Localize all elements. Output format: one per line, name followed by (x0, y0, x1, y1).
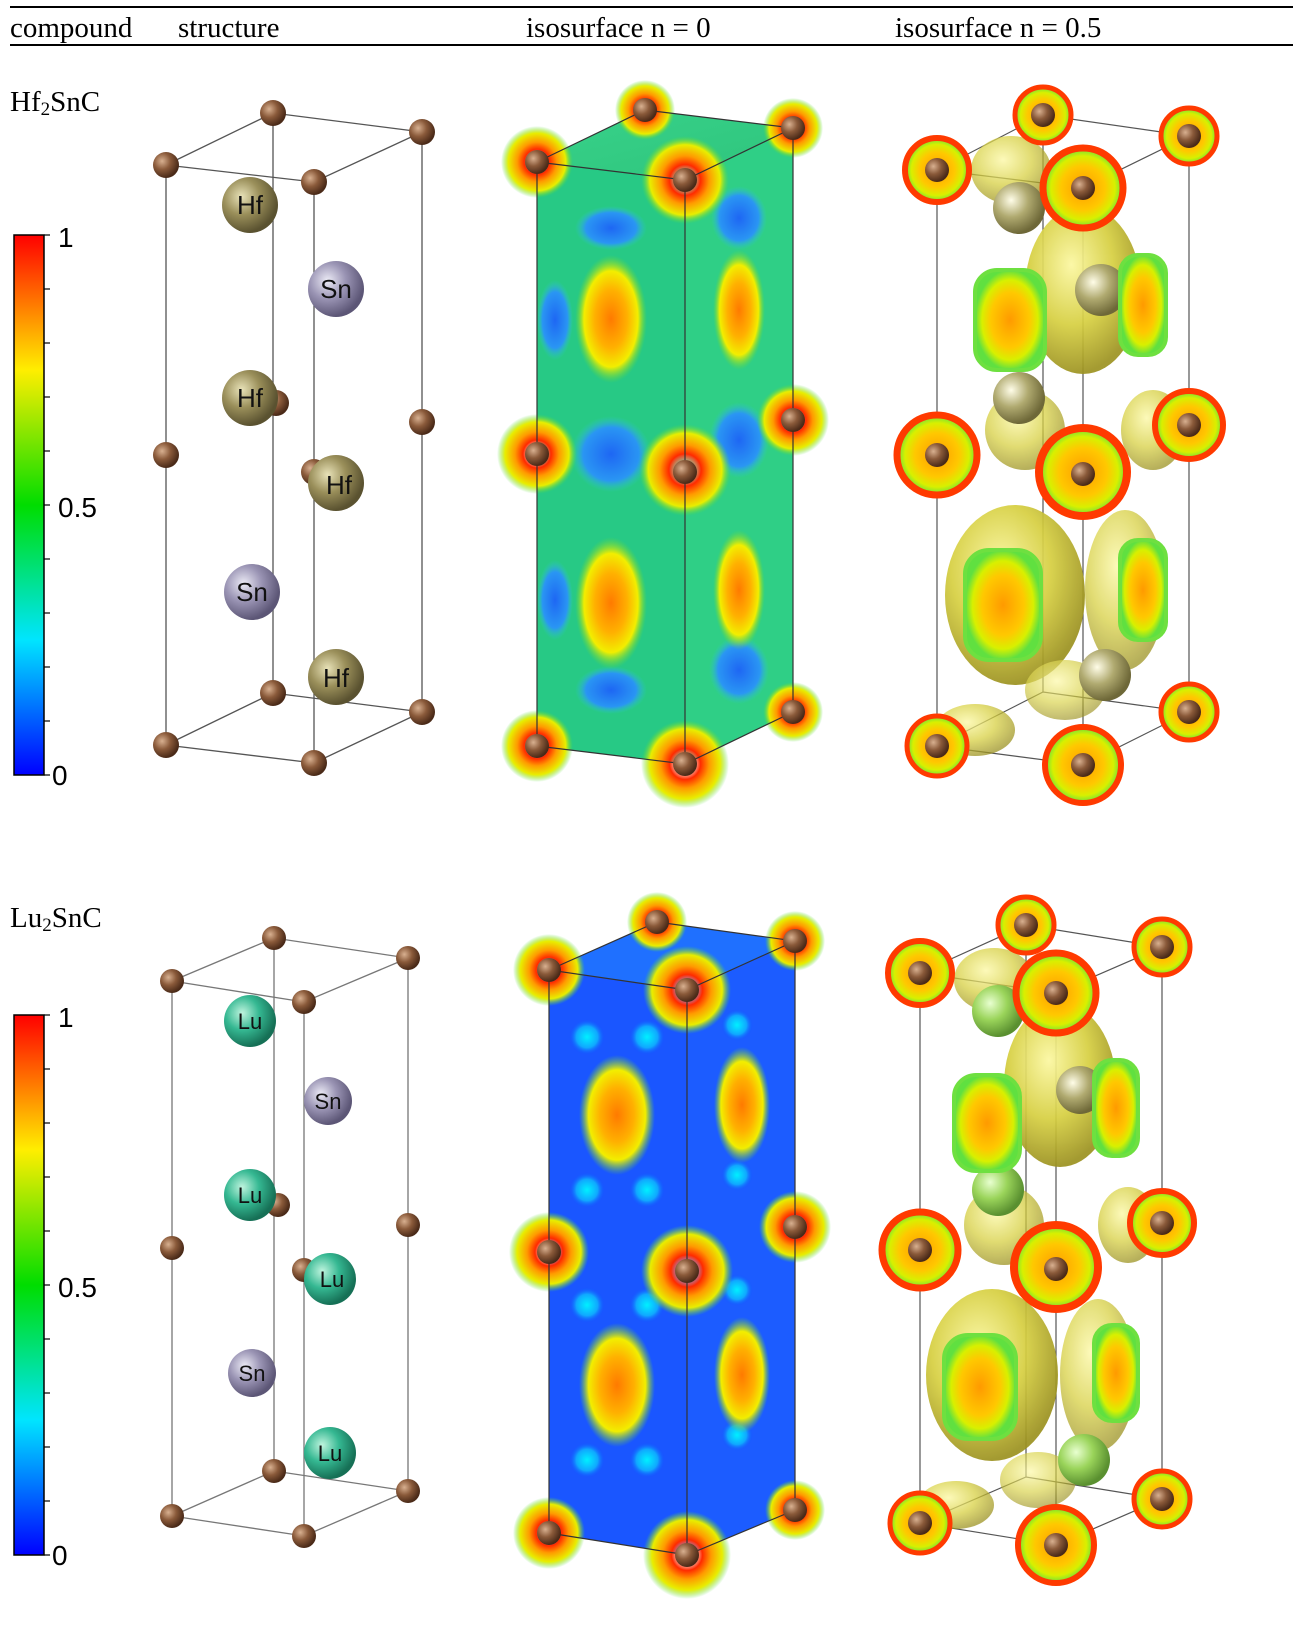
metal-atom: Lu (304, 1253, 356, 1305)
svg-text:Lu: Lu (238, 1009, 262, 1034)
cut-caps (893, 84, 1226, 806)
svg-text:Lu: Lu (320, 1267, 344, 1292)
carbon-atoms (153, 100, 435, 776)
elf-slice-n0-row-2 (509, 892, 831, 1599)
svg-text:Sn: Sn (236, 577, 268, 607)
elf-slice-n0-row-1 (497, 80, 829, 808)
inner-spheres (993, 182, 1131, 701)
hot-regions (579, 1047, 770, 1447)
carbon-atoms (525, 98, 805, 776)
colorbar-tick-label-0: 0 (52, 760, 68, 791)
svg-text:Hf: Hf (237, 190, 264, 220)
header-structure: structure (178, 12, 280, 44)
crystal-structure-row-1: Hf Sn Hf Hf Sn Hf (153, 100, 435, 776)
hot-regions (575, 250, 765, 669)
elf-isosurface-n05-row-2 (878, 894, 1197, 1586)
svg-text:Hf: Hf (237, 383, 264, 413)
svg-text:Sn: Sn (320, 274, 352, 304)
metal-atom: Lu (224, 995, 276, 1047)
metal-atom: Lu (304, 1427, 356, 1479)
sn-atom: Sn (308, 261, 364, 317)
metal-atom: Hf (308, 649, 364, 705)
colorbar-tick-label-1: 1 (58, 1002, 74, 1033)
colorbar-tick-label-0: 0 (52, 1540, 68, 1571)
colorbar-tick-label-05: 0.5 (58, 492, 97, 523)
metal-atom: Hf (308, 455, 364, 511)
cold-spots (569, 1009, 753, 1478)
svg-text:Lu: Lu (318, 1441, 342, 1466)
carbon-atoms (925, 103, 1201, 777)
crystal-structure-row-2: Lu Sn Lu Lu Sn Lu (160, 926, 420, 1548)
metal-atom: Hf (222, 370, 278, 426)
compound-name-row-1: Hf2SnC (10, 86, 101, 120)
sn-atom: Sn (224, 564, 280, 620)
inner-spheres (972, 985, 1110, 1486)
compound-name-row-2: Lu2SnC (10, 902, 102, 936)
carbon-atoms (908, 913, 1174, 1557)
svg-text:Lu: Lu (238, 1183, 262, 1208)
elf-isosurface-n05-row-1 (893, 84, 1226, 806)
header-rule (10, 44, 1293, 46)
svg-text:Hf: Hf (323, 663, 350, 693)
colorbar-gradient (13, 1014, 45, 1556)
colorbar-ticks (44, 234, 50, 776)
colorbar-gradient (13, 234, 45, 776)
unit-cell-edges (169, 937, 411, 1537)
header-compound: compound (10, 12, 133, 44)
svg-text:Sn: Sn (315, 1089, 342, 1114)
svg-text:Sn: Sn (239, 1361, 266, 1386)
top-rule (10, 6, 1293, 8)
carbon-atoms (537, 910, 807, 1567)
metal-atom: Hf (222, 177, 278, 233)
colorbar-row-2: 1 0.5 0 (13, 1002, 97, 1571)
colorbar-tick-label-05: 0.5 (58, 1272, 97, 1303)
colorbar-ticks (44, 1014, 50, 1556)
metal-atom: Lu (224, 1169, 276, 1221)
colorbar-tick-label-1: 1 (58, 222, 74, 253)
carbon-atoms (160, 926, 420, 1548)
cold-regions (537, 186, 769, 714)
header-isosurface-n05: isosurface n = 0.5 (895, 12, 1102, 44)
svg-text:Hf: Hf (326, 470, 353, 500)
sn-atom: Sn (304, 1077, 352, 1125)
colorbar-row-1: 1 0.5 0 (13, 222, 97, 791)
unit-cell-edges (163, 112, 425, 764)
header-isosurface-n0: isosurface n = 0 (526, 12, 711, 44)
sn-atom: Sn (228, 1349, 276, 1397)
